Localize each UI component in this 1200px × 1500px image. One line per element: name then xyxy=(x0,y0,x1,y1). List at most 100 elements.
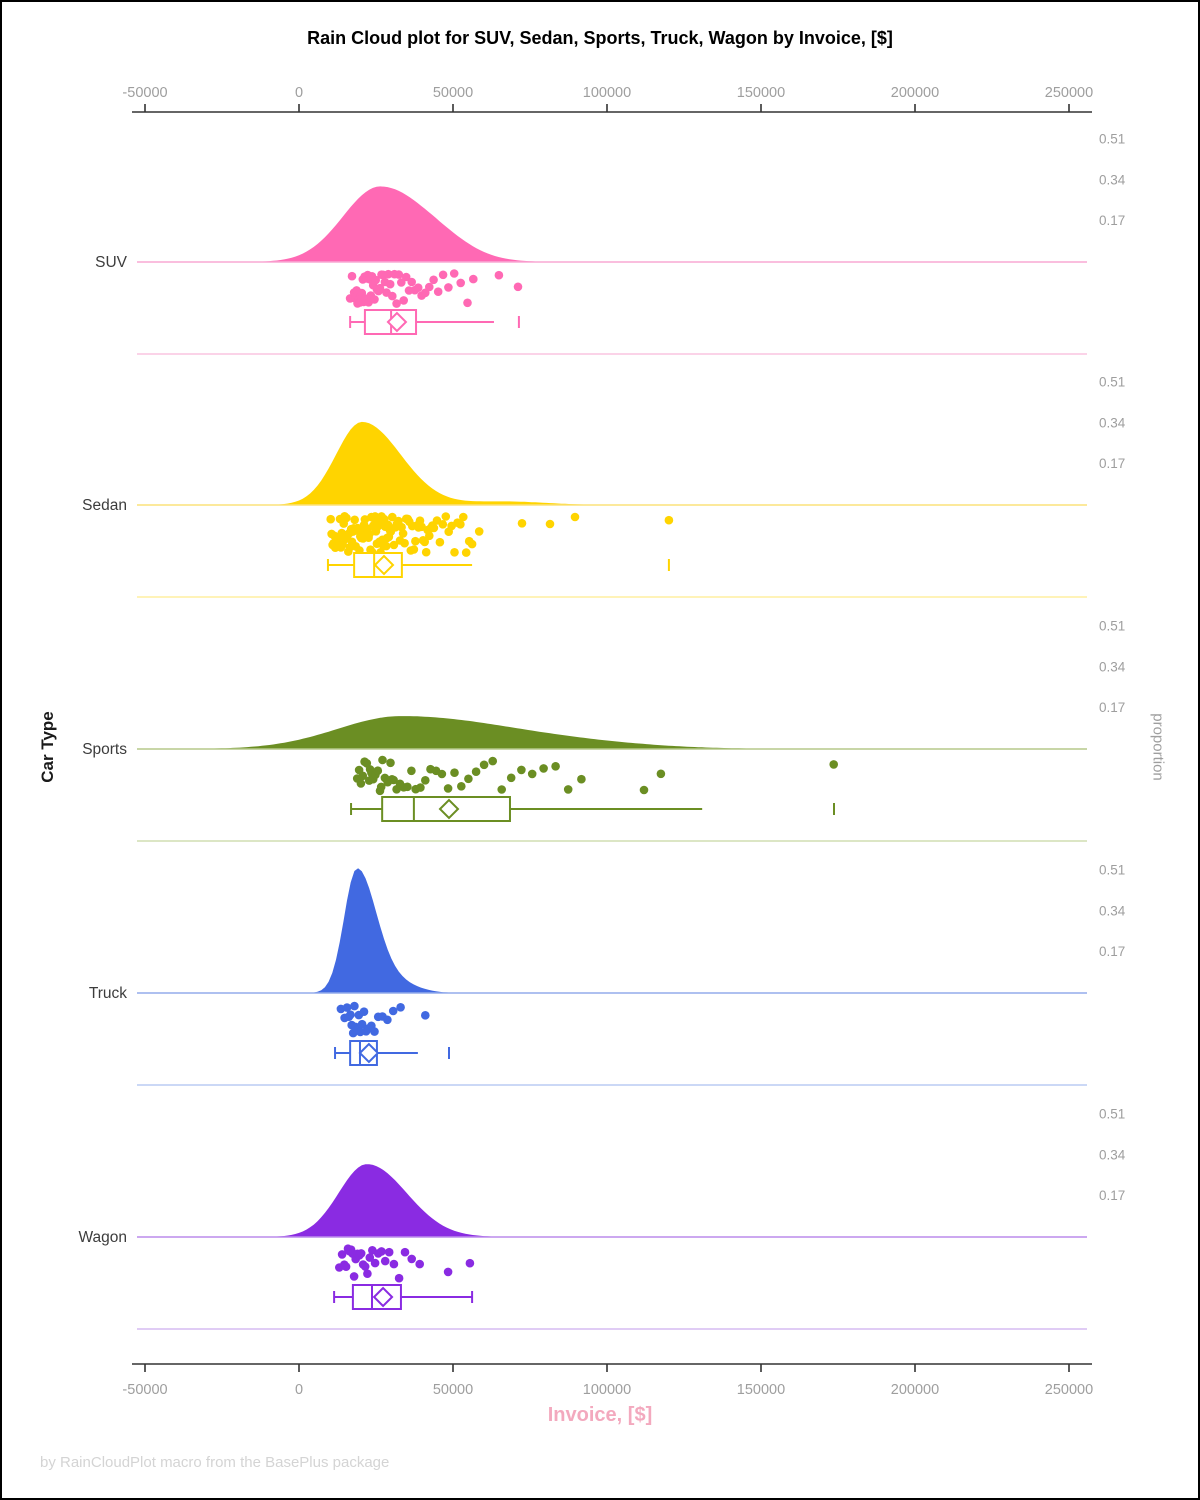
jitter-point xyxy=(358,771,368,781)
jitter-point xyxy=(356,1249,366,1258)
panel-SUV: 0.51 0.34 0.17 SUV xyxy=(95,132,1126,355)
x-axis-tick-label: 100000 xyxy=(583,1382,631,1398)
x-axis-tick-label: 50000 xyxy=(433,1382,473,1398)
jitter-point xyxy=(425,282,434,292)
density-curve-Sedan xyxy=(132,421,1087,505)
proportion-tick-label: 0.34 xyxy=(1099,172,1126,187)
jitter-point xyxy=(656,769,666,779)
category-label-Sedan: Sedan xyxy=(82,497,127,514)
panel-Sedan: 0.51 0.34 0.17 Sedan xyxy=(82,375,1126,598)
jitter-point xyxy=(365,529,374,539)
jitter-point xyxy=(380,1256,390,1266)
jitter-point xyxy=(494,270,504,280)
jitter-point xyxy=(438,520,448,529)
jitter-point xyxy=(415,1259,425,1269)
category-label-Sports: Sports xyxy=(82,741,127,758)
jitter-point xyxy=(421,547,431,557)
x-axis-tick-label: 200000 xyxy=(891,1382,939,1398)
jitter-point xyxy=(425,531,434,541)
jitter-point xyxy=(450,548,459,557)
jitter-point xyxy=(385,279,395,289)
x-axis-tick-label: 150000 xyxy=(737,1382,785,1398)
jitter-point xyxy=(459,512,468,522)
jitter-point xyxy=(389,1259,399,1269)
x-axis-tick-label: 50000 xyxy=(433,85,473,101)
mean-diamond xyxy=(438,798,460,820)
proportion-tick-label: 0.34 xyxy=(1099,1147,1126,1162)
jitter-point xyxy=(471,767,481,776)
jitter-point xyxy=(398,529,408,538)
jitter-point xyxy=(474,527,484,536)
jitter-point xyxy=(429,523,439,533)
jitter-point xyxy=(570,512,580,522)
proportion-tick-label: 0.51 xyxy=(1099,1107,1125,1122)
jitter-point xyxy=(457,782,466,791)
panel-Truck: 0.51 0.34 0.17 Truck xyxy=(89,863,1126,1086)
jitter-point xyxy=(421,1011,430,1020)
jitter-point xyxy=(388,512,397,522)
category-label-Wagon: Wagon xyxy=(78,1229,127,1246)
jitter-point xyxy=(438,270,448,280)
x-axis-tick-label: 100000 xyxy=(583,85,631,101)
jitter-point xyxy=(416,783,425,792)
jitter-points-Truck xyxy=(336,1001,430,1038)
proportion-tick-label: 0.17 xyxy=(1099,456,1125,471)
jitter-point xyxy=(409,545,419,554)
x-axis-tick-label: -50000 xyxy=(122,85,167,101)
jitter-point xyxy=(465,1258,475,1268)
jitter-point xyxy=(527,769,537,779)
jitter-point xyxy=(388,1006,398,1016)
jitter-point xyxy=(403,782,412,792)
jitter-point xyxy=(375,283,385,293)
jitter-point xyxy=(389,775,398,785)
jitter-point xyxy=(396,1003,405,1012)
jitter-point xyxy=(488,756,498,766)
jitter-point xyxy=(370,1258,380,1268)
jitter-point xyxy=(429,275,438,285)
jitter-point xyxy=(539,764,548,773)
jitter-point xyxy=(370,512,380,521)
jitter-point xyxy=(381,541,391,551)
jitter-point xyxy=(577,774,586,784)
jitter-point xyxy=(517,765,526,775)
jitter-point xyxy=(383,1015,392,1025)
jitter-point xyxy=(437,769,447,779)
jitter-point xyxy=(413,283,423,293)
x-axis-tick-label: 200000 xyxy=(891,85,939,101)
proportion-tick-label: 0.34 xyxy=(1099,415,1126,430)
jitter-point xyxy=(407,277,417,287)
jitter-point xyxy=(373,766,383,775)
jitter-point xyxy=(506,773,516,783)
jitter-point xyxy=(545,519,555,529)
box-plot-Sedan xyxy=(326,552,670,578)
jitter-point xyxy=(397,278,406,287)
jitter-point xyxy=(461,548,471,557)
density-curve-Wagon xyxy=(132,1164,1087,1237)
jitter-point xyxy=(449,269,459,278)
jitter-point xyxy=(443,1267,453,1277)
jitter-point xyxy=(350,515,360,525)
jitter-point xyxy=(444,283,453,292)
jitter-point xyxy=(356,779,366,788)
jitter-point xyxy=(370,1027,379,1036)
jitter-point xyxy=(456,520,465,529)
jitter-point xyxy=(407,1254,417,1264)
jitter-point xyxy=(342,513,351,523)
jitter-point xyxy=(421,776,430,785)
jitter-point xyxy=(392,299,401,308)
jitter-point xyxy=(463,298,472,308)
jitter-point xyxy=(400,1247,410,1257)
proportion-tick-label: 0.51 xyxy=(1099,375,1125,390)
jitter-point xyxy=(551,762,560,771)
jitter-point xyxy=(411,536,420,546)
mean-diamond xyxy=(386,311,408,333)
jitter-point xyxy=(349,1272,359,1281)
iqr-box xyxy=(381,796,511,822)
jitter-point xyxy=(360,515,370,524)
jitter-point xyxy=(378,755,387,765)
x-axis-label: Invoice, [$] xyxy=(547,1404,653,1426)
panel-Wagon: 0.51 0.34 0.17 Wagon xyxy=(78,1107,1126,1330)
jitter-points-Sports xyxy=(352,755,838,796)
x-axis-tick-label: 250000 xyxy=(1045,85,1093,101)
jitter-point xyxy=(400,538,409,548)
